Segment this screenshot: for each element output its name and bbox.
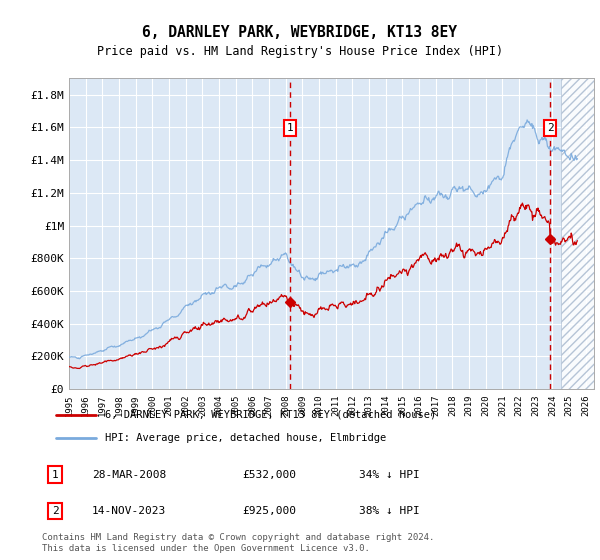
Text: £532,000: £532,000 <box>242 470 296 479</box>
Text: Price paid vs. HM Land Registry's House Price Index (HPI): Price paid vs. HM Land Registry's House … <box>97 45 503 58</box>
Text: 6, DARNLEY PARK, WEYBRIDGE, KT13 8EY: 6, DARNLEY PARK, WEYBRIDGE, KT13 8EY <box>143 25 458 40</box>
Text: 1: 1 <box>286 123 293 133</box>
Text: 1: 1 <box>52 470 59 479</box>
Text: 6, DARNLEY PARK, WEYBRIDGE, KT13 8EY (detached house): 6, DARNLEY PARK, WEYBRIDGE, KT13 8EY (de… <box>105 409 436 419</box>
Text: 28-MAR-2008: 28-MAR-2008 <box>92 470 166 479</box>
Text: £925,000: £925,000 <box>242 506 296 516</box>
Text: Contains HM Land Registry data © Crown copyright and database right 2024.
This d: Contains HM Land Registry data © Crown c… <box>42 533 434 553</box>
Text: 2: 2 <box>547 123 554 133</box>
Text: 2: 2 <box>52 506 59 516</box>
Text: HPI: Average price, detached house, Elmbridge: HPI: Average price, detached house, Elmb… <box>105 433 386 443</box>
Text: 34% ↓ HPI: 34% ↓ HPI <box>359 470 419 479</box>
Text: 38% ↓ HPI: 38% ↓ HPI <box>359 506 419 516</box>
Text: 14-NOV-2023: 14-NOV-2023 <box>92 506 166 516</box>
Polygon shape <box>560 78 594 389</box>
